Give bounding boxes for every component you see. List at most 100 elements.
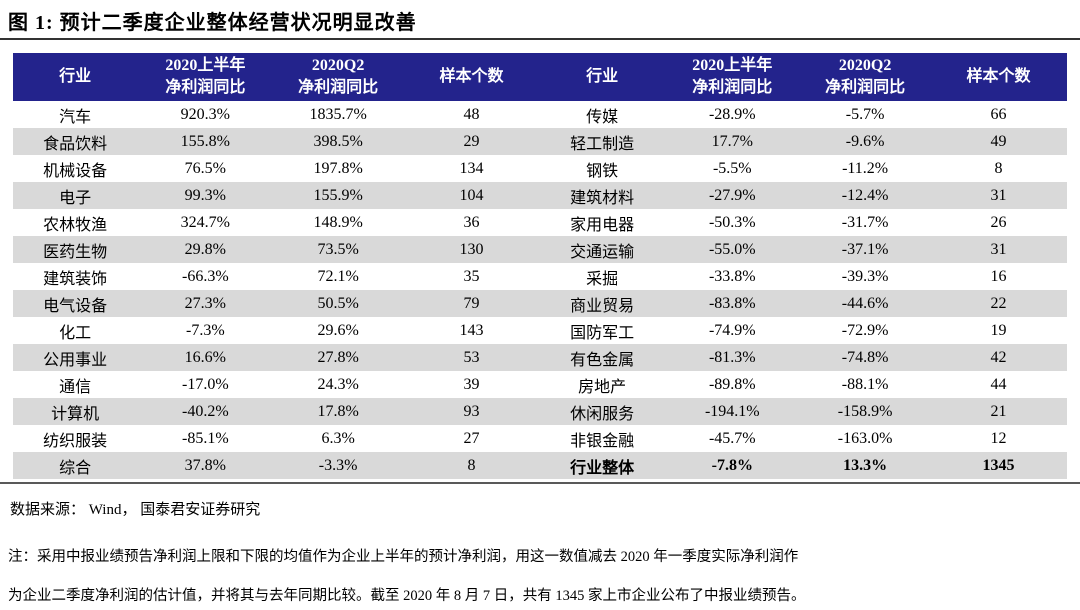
table-row: 通信 -17.0% 24.3% 39 房地产 -89.8% -88.1% 44 [13,371,1067,398]
industry-cell: 休闲服务 [570,405,635,423]
value-cell: 19 [990,321,1007,339]
value-cell: 76.5% [184,159,226,177]
value-cell: 35 [463,267,480,285]
table-body: 汽车 920.3% 1835.7% 48 传媒 -28.9% -5.7% 66 食品饮料 155.… [13,101,1067,479]
value-cell: 49 [990,132,1007,150]
value-cell: -88.1% [841,375,889,393]
industry-cell: 电气设备 [43,297,108,315]
value-cell: 12 [990,429,1007,447]
value-cell: -28.9% [708,105,756,123]
table-container: 行业 2020上半年 净利润同比 2020Q2 净利润同比 样本个数 行业 2020上半年 净利… [13,53,1067,479]
column-header: 2020Q2 净利润同比 [273,53,403,101]
value-cell: -3.3% [318,456,358,474]
value-cell: 50.5% [317,294,359,312]
industry-cell: 建筑装饰 [43,270,108,288]
table-row: 纺织服装 -85.1% 6.3% 27 非银金融 -45.7% -163.0% 12 [13,425,1067,452]
value-cell: 13.3% [843,456,888,474]
value-cell: 53 [463,348,480,366]
table-row: 电气设备 27.3% 50.5% 79 商业贸易 -83.8% -44.6% 22 [13,290,1067,317]
value-cell: 29.6% [317,321,359,339]
value-cell: -39.3% [841,267,889,285]
industry-cell: 交通运输 [570,243,635,261]
table-row: 计算机 -40.2% 17.8% 93 休闲服务 -194.1% -158.9% 21 [13,398,1067,425]
value-cell: 6.3% [321,429,355,447]
table-row: 电子 99.3% 155.9% 104 建筑材料 -27.9% -12.4% 31 [13,182,1067,209]
value-cell: 920.3% [180,105,230,123]
value-cell: -83.8% [708,294,756,312]
table-row: 农林牧渔 324.7% 148.9% 36 家用电器 -50.3% -31.7% 26 [13,209,1067,236]
table-header-row: 行业 2020上半年 净利润同比 2020Q2 净利润同比 样本个数 行业 2020上半年 净利… [13,53,1067,101]
value-cell: -55.0% [708,240,756,258]
value-cell: -31.7% [841,213,889,231]
value-cell: 398.5% [313,132,363,150]
value-cell: 155.8% [180,132,230,150]
value-cell: -89.8% [708,375,756,393]
value-cell: 130 [459,240,484,258]
value-cell: -50.3% [708,213,756,231]
table-row: 化工 -7.3% 29.6% 143 国防军工 -74.9% -72.9% 19 [13,317,1067,344]
industry-cell: 传媒 [586,108,619,126]
industry-cell: 轻工制造 [570,135,635,153]
column-header: 2020上半年 净利润同比 [137,53,274,101]
value-cell: 31 [990,186,1007,204]
value-cell: 27.8% [317,348,359,366]
value-cell: 73.5% [317,240,359,258]
industry-cell: 公用事业 [43,351,108,369]
industry-cell: 钢铁 [586,162,619,180]
value-cell: 134 [459,159,484,177]
value-cell: 324.7% [180,213,230,231]
value-cell: -74.9% [708,321,756,339]
value-cell: -158.9% [837,402,893,420]
table-row: 医药生物 29.8% 73.5% 130 交通运输 -55.0% -37.1% 31 [13,236,1067,263]
value-cell: -27.9% [708,186,756,204]
industry-cell: 食品饮料 [43,135,108,153]
value-cell: -72.9% [841,321,889,339]
note: 注：采用中报业绩预告净利润上限和下限的均值作为企业上半年的预计净利润，用这一数值… [8,545,1070,605]
industry-cell: 通信 [59,378,92,396]
value-cell: -37.1% [841,240,889,258]
value-cell: 31 [990,240,1007,258]
industry-cell: 家用电器 [570,216,635,234]
value-cell: 1345 [982,456,1015,474]
value-cell: 21 [990,402,1007,420]
figure-title: 图 1: 预计二季度企业整体经营状况明显改善 [8,12,417,34]
value-cell: -74.8% [841,348,889,366]
table-row: 建筑装饰 -66.3% 72.1% 35 采掘 -33.8% -39.3% 16 [13,263,1067,290]
note-line-2: 为企业二季度净利润的估计值，并将其与去年同期比较。截至 2020 年 8 月 7… [8,588,806,604]
value-cell: 37.8% [184,456,226,474]
table-row: 公用事业 16.6% 27.8% 53 有色金属 -81.3% -74.8% 42 [13,344,1067,371]
value-cell: 16.6% [184,348,226,366]
value-cell: 143 [459,321,484,339]
value-cell: 42 [990,348,1007,366]
value-cell: 99.3% [184,186,226,204]
industry-cell: 计算机 [51,405,100,423]
value-cell: 29.8% [184,240,226,258]
column-header: 行业 [539,53,665,101]
value-cell: -40.2% [182,402,229,420]
value-cell: 48 [463,105,480,123]
value-cell: 1835.7% [309,105,367,123]
value-cell: 39 [463,375,480,393]
value-cell: 197.8% [313,159,363,177]
table-header: 行业 2020上半年 净利润同比 2020Q2 净利润同比 样本个数 行业 2020上半年 净利… [13,53,1067,101]
table-bottom-divider [0,482,1080,484]
value-cell: 104 [459,186,484,204]
industry-cell: 商业贸易 [570,297,635,315]
value-cell: -12.4% [841,186,889,204]
column-header: 样本个数 [929,53,1067,101]
value-cell: 22 [990,294,1007,312]
value-cell: -45.7% [708,429,756,447]
value-cell: 17.8% [317,402,359,420]
table-row: 机械设备 76.5% 197.8% 134 钢铁 -5.5% -11.2% 8 [13,155,1067,182]
value-cell: -44.6% [841,294,889,312]
value-cell: -85.1% [182,429,229,447]
industry-cell: 建筑材料 [570,189,635,207]
industry-cell: 非银金融 [570,432,635,450]
value-cell: -163.0% [837,429,893,447]
value-cell: 29 [463,132,480,150]
column-header: 行业 [13,53,138,101]
industry-cell: 有色金属 [570,351,635,369]
industry-cell: 机械设备 [43,162,108,180]
value-cell: -11.2% [842,159,889,177]
